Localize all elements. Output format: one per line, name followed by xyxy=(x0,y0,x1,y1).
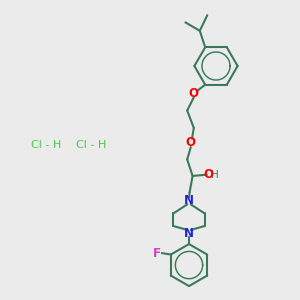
Text: O: O xyxy=(186,136,196,149)
Text: Cl - H: Cl - H xyxy=(32,140,62,151)
Text: O: O xyxy=(203,168,213,181)
Text: Cl - H: Cl - H xyxy=(76,140,106,151)
Text: N: N xyxy=(184,227,194,240)
Text: H: H xyxy=(211,170,218,180)
Text: F: F xyxy=(153,247,161,260)
Text: O: O xyxy=(189,87,199,100)
Text: N: N xyxy=(184,194,194,207)
